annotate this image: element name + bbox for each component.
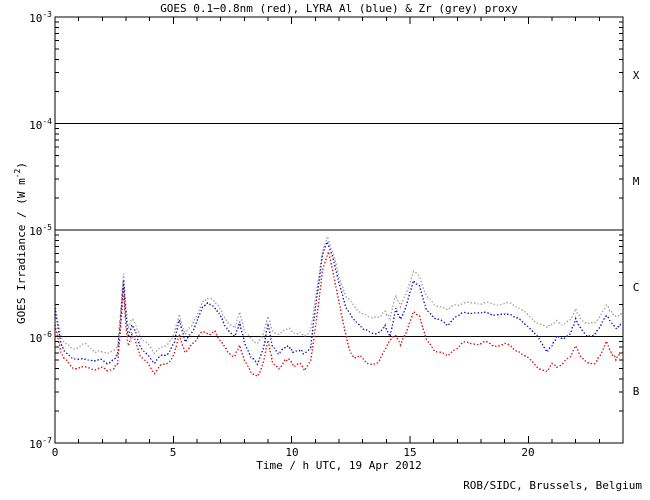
x-tick-label-0: 0 <box>51 446 59 459</box>
x-tick-label-5: 5 <box>169 446 177 459</box>
flare-class-label-x: X <box>632 69 640 82</box>
flare-class-label-m: M <box>632 175 640 188</box>
credit-text: ROB/SIDC, Brussels, Belgium <box>463 479 642 492</box>
y-tick-label-1e-5: 10-5 <box>29 223 52 238</box>
y-tick-label-1e-6: 10-6 <box>29 329 52 345</box>
flare-class-label-c: C <box>632 281 640 294</box>
flare-class-label-b: B <box>632 385 640 398</box>
x-tick-label-10: 10 <box>285 446 299 459</box>
y-tick-label-1e-3: 10-3 <box>29 10 52 25</box>
y-axis-label: GOES Irradiance / (W m-2) <box>13 162 28 324</box>
x-tick-label-15: 15 <box>403 446 417 459</box>
y-tick-label-1e-7: 10-7 <box>29 436 52 451</box>
y-tick-label-1e-4: 10-4 <box>29 116 52 132</box>
chart-title: GOES 0.1−0.8nm (red), LYRA Al (blue) & Z… <box>160 2 518 15</box>
x-tick-label-20: 20 <box>521 446 535 459</box>
x-axis-label: Time / h UTC, 19 Apr 2012 <box>256 459 422 472</box>
